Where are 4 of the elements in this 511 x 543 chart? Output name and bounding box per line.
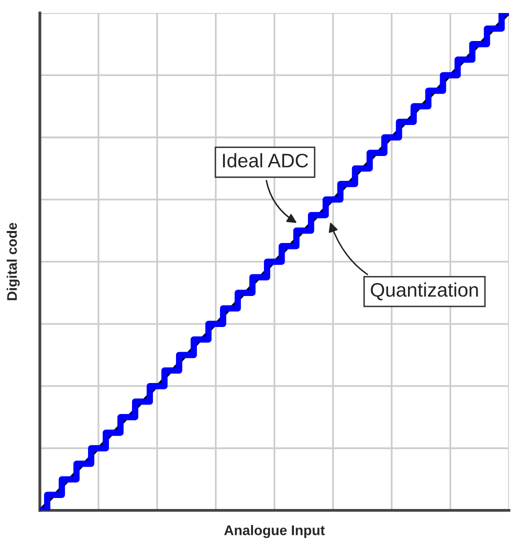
y-axis-title: Digital code <box>6 222 20 300</box>
annotation: Ideal ADC <box>223 153 308 168</box>
annotation: Quantization <box>370 282 478 300</box>
x-axis-title: Analogue Input <box>224 525 325 538</box>
